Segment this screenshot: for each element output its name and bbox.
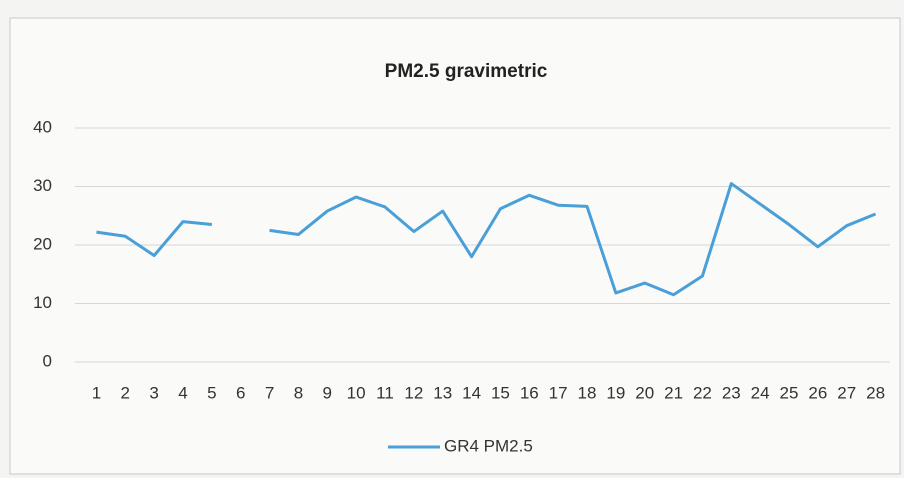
x-tick-label: 3 xyxy=(149,383,158,402)
x-tick-label: 26 xyxy=(808,383,827,402)
legend-label: GR4 PM2.5 xyxy=(444,436,533,455)
x-tick-label: 17 xyxy=(549,383,568,402)
x-tick-label: 19 xyxy=(606,383,625,402)
x-tick-label: 1 xyxy=(92,383,101,402)
chart-frame xyxy=(9,17,901,475)
x-tick-label: 5 xyxy=(207,383,216,402)
y-tick-label: 40 xyxy=(33,117,52,136)
x-tick-label: 9 xyxy=(323,383,332,402)
y-tick-label: 0 xyxy=(43,351,52,370)
x-tick-label: 28 xyxy=(866,383,885,402)
x-tick-label: 15 xyxy=(491,383,510,402)
x-tick-label: 8 xyxy=(294,383,303,402)
x-tick-label: 21 xyxy=(664,383,683,402)
x-tick-label: 23 xyxy=(722,383,741,402)
x-tick-label: 2 xyxy=(121,383,130,402)
data-line xyxy=(96,182,877,297)
x-tick-label: 4 xyxy=(178,383,187,402)
x-tick-label: 27 xyxy=(837,383,856,402)
x-tick-label: 6 xyxy=(236,383,245,402)
x-tick-label: 10 xyxy=(347,383,366,402)
x-tick-label: 14 xyxy=(462,383,481,402)
y-tick-label: 20 xyxy=(33,234,52,253)
y-tick-label: 30 xyxy=(33,176,52,195)
x-tick-label: 18 xyxy=(578,383,597,402)
chart-title: PM2.5 gravimetric xyxy=(385,61,548,82)
x-tick-label: 16 xyxy=(520,383,539,402)
x-tick-label: 7 xyxy=(265,383,274,402)
x-tick-label: 12 xyxy=(404,383,423,402)
y-tick-label: 10 xyxy=(33,293,52,312)
x-tick-label: 25 xyxy=(780,383,799,402)
x-tick-label: 22 xyxy=(693,383,712,402)
x-tick-label: 11 xyxy=(376,383,394,402)
x-tick-label: 24 xyxy=(751,383,770,402)
x-tick-label: 13 xyxy=(433,383,452,402)
x-tick-label: 20 xyxy=(635,383,654,402)
